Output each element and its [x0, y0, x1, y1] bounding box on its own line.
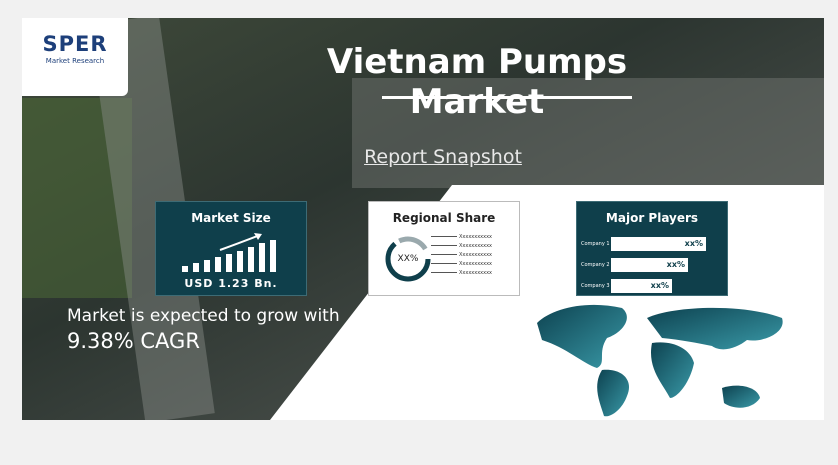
- title-underline: [382, 96, 632, 99]
- company-name: Company 1: [581, 241, 611, 247]
- legend-label: Xxxxxxxxxxx: [459, 234, 492, 240]
- legend-label: Xxxxxxxxxxx: [459, 243, 492, 249]
- banner: SPER Market Research Vietnam Pumps Marke…: [22, 18, 824, 420]
- market-size-card: Market Size USD 1.23 Bn.: [155, 201, 307, 296]
- company-name: Company 2: [581, 262, 611, 268]
- legend-line: [431, 236, 457, 237]
- legend-line: [431, 263, 457, 264]
- legend-line: [431, 272, 457, 273]
- legend-line: [431, 245, 457, 246]
- player-bar: xx%: [611, 279, 672, 293]
- growth-cagr: 9.38% CAGR: [67, 329, 200, 353]
- legend-row: Xxxxxxxxxxx: [431, 259, 515, 268]
- snapshot-heading: Report Snapshot: [343, 146, 543, 168]
- player-bar: xx%: [611, 237, 706, 251]
- title: Vietnam Pumps Market: [267, 42, 687, 122]
- legend-row: Xxxxxxxxxxx: [431, 250, 515, 259]
- legend-row: Xxxxxxxxxxx: [431, 241, 515, 250]
- legend-label: Xxxxxxxxxxx: [459, 261, 492, 267]
- growth-icon: [180, 232, 284, 274]
- logo: SPER Market Research: [22, 18, 128, 96]
- page: SPER Market Research Vietnam Pumps Marke…: [0, 0, 838, 465]
- company-name: Company 3: [581, 283, 611, 289]
- card-title: Major Players: [577, 211, 727, 225]
- player-bar: xx%: [611, 258, 688, 272]
- legend-line: [431, 254, 457, 255]
- card-title: Market Size: [156, 211, 306, 225]
- legend-row: Xxxxxxxxxxx: [431, 268, 515, 277]
- legend-row: Xxxxxxxxxxx: [431, 232, 515, 241]
- logo-name: SPER: [22, 32, 128, 56]
- legend-label: Xxxxxxxxxxx: [459, 252, 492, 258]
- growth-text: Market is expected to grow with: [67, 306, 340, 326]
- logo-tagline: Market Research: [22, 57, 128, 65]
- market-size-value: USD 1.23 Bn.: [156, 277, 306, 290]
- donut-center: XX%: [383, 254, 433, 264]
- card-title: Regional Share: [369, 211, 519, 225]
- legend-label: Xxxxxxxxxxx: [459, 270, 492, 276]
- legend: Xxxxxxxxxxx Xxxxxxxxxxx Xxxxxxxxxxx Xxxxxxx…: [431, 232, 515, 277]
